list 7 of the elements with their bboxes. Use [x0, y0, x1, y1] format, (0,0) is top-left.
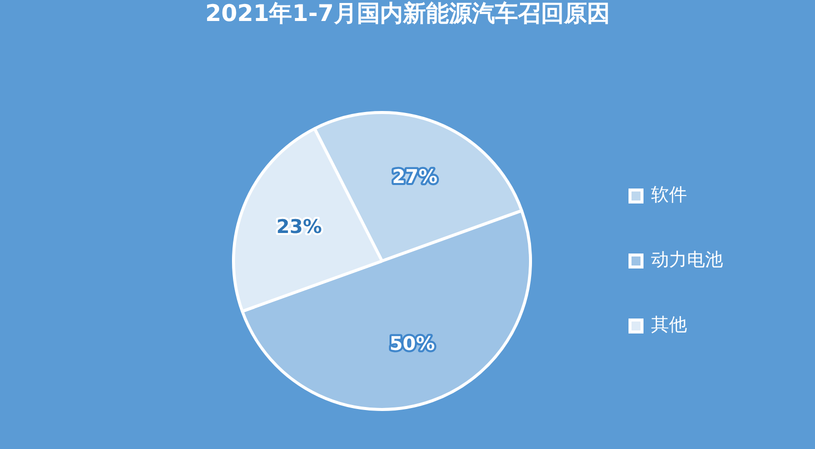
data-label: 23%	[276, 216, 322, 238]
data-label: 27%	[392, 166, 438, 188]
chart-title: 2021年1-7月国内新能源汽车召回原因	[204, 0, 611, 29]
data-label: 50%	[389, 332, 435, 355]
legend-label: 其他	[651, 314, 687, 336]
legend-label: 动力电池	[651, 250, 723, 271]
legend-label: 软件	[651, 184, 687, 206]
